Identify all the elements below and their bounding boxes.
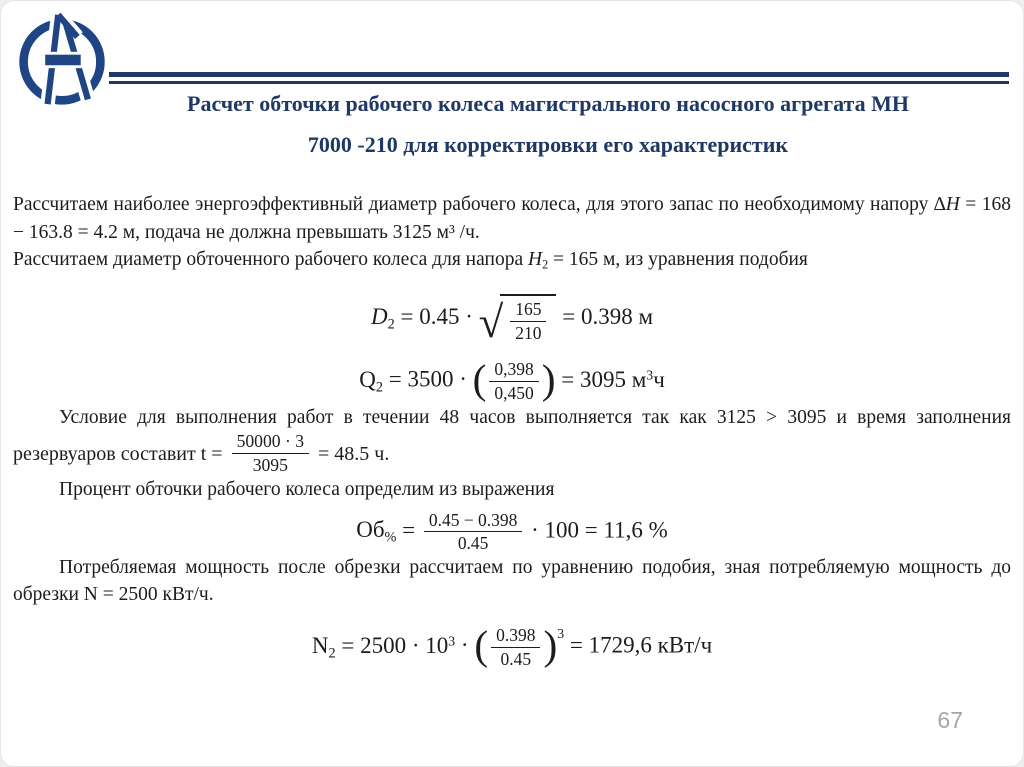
fraction-denominator: 0.45: [457, 533, 489, 554]
formula-n2-lhs: N2: [311, 632, 336, 661]
ten-cubed-sup: 3: [448, 633, 456, 648]
formula-n2-mid: = 2500 · 103: [341, 632, 456, 658]
paragraph-power-after-trim: Потребляемая мощность после обрезки расс…: [13, 556, 1011, 606]
square-root: √ 165 210: [478, 294, 557, 347]
fraction-50000x3-3095: 50000 · 3 3095: [231, 431, 309, 476]
formula-trim-percent: Об% = 0.45 − 0.398 0.45 · 100 = 11,6 %: [13, 510, 1011, 554]
fraction-denominator: 3095: [252, 455, 288, 476]
fraction-denominator: 0.45: [500, 648, 532, 669]
formula-n2-result: = 1729,6 кВт/ч: [569, 632, 713, 658]
time-fill-formula-line: резервуаров составит t = 50000 · 3 3095 …: [13, 431, 1011, 476]
fraction-numerator: 50000 · 3: [231, 431, 309, 455]
head-variable-H2-sub: 2: [542, 258, 549, 272]
head-variable-H2: H: [527, 249, 543, 271]
p2-text-tail: = 165 м, из уравнения подобия: [548, 249, 808, 271]
cubic-meter-sup: 3: [646, 367, 654, 383]
t-formula-lead: резервуаров составит t =: [13, 442, 223, 465]
formula-q2-result: = 3095 м3ч: [561, 366, 665, 392]
formula-n2-lhs-sub: 2: [328, 644, 336, 661]
fraction-denominator: 210: [515, 322, 542, 343]
slide-title-line1: Расчет обточки рабочего колеса магистрал…: [187, 91, 909, 116]
open-paren: (: [474, 621, 489, 668]
open-paren: (: [472, 356, 487, 403]
formula-n2-power: N2 = 2500 · 103 · ( 0.398 0.45 )3 = 1729…: [13, 621, 1011, 669]
p1-text: Рассчитаем наиболее энергоэффективный ди…: [13, 194, 934, 215]
fraction-denominator: 0,450: [494, 383, 534, 404]
page-number: 67: [937, 707, 963, 733]
formula-n2-dot: ·: [460, 632, 469, 658]
formula-q2-lhs: Q2: [359, 366, 383, 396]
radical-sign: √: [478, 296, 504, 347]
formula-q2-lhs-sub: 2: [375, 379, 383, 396]
fraction-0398-045: 0.398 0.45: [491, 625, 541, 669]
fraction-165-210: 165 210: [510, 299, 547, 343]
slide-title: Расчет обточки рабочего колеса магистрал…: [89, 91, 1007, 159]
close-paren: ): [543, 621, 558, 668]
paragraph-48h-condition: Условие для выполнения работ в течении 4…: [59, 406, 1011, 428]
header-rule-thick: [109, 72, 1009, 77]
paragraph-trim-percent-intro: Процент обточки рабочего колеса определи…: [59, 478, 555, 500]
p2-text: Рассчитаем диаметр обточенного рабочего …: [13, 249, 528, 271]
formula-d2-lhs-sub: 2: [387, 316, 395, 333]
slide-body: Рассчитаем наиболее энергоэффективный ди…: [13, 191, 1011, 669]
slide-title-line2: 7000 -210 для корректировки его характер…: [307, 132, 789, 158]
close-paren: ): [541, 356, 556, 403]
fraction-numerator: 0.398: [491, 625, 541, 648]
head-variable-H: H: [945, 194, 960, 215]
p1-text-tail: = 168 − 163.8 = 4.2 м, подача не должна …: [13, 194, 1012, 243]
fraction-numerator: 0,398: [489, 359, 539, 383]
formula-d2-lhs: D2: [371, 304, 395, 333]
formula-q2-mid: = 3500 ·: [388, 366, 467, 392]
formula-ob-lhs: Об%: [356, 516, 397, 546]
formula-d2-mid: = 0.45 ·: [400, 304, 473, 330]
delta-symbol: ∆: [933, 194, 946, 215]
paragraph-trimmed-diameter: Рассчитаем диаметр обточенного рабочего …: [13, 246, 1011, 274]
formula-ob-result: · 100 = 11,6 %: [531, 516, 668, 542]
header-rule-thin: [109, 81, 1009, 84]
radicand: 165 210: [500, 294, 557, 343]
fraction-numerator: 0.45 − 0.398: [423, 510, 523, 533]
fraction-0398-0450: 0,398 0,450: [489, 359, 539, 404]
t-formula-result: = 48.5 ч.: [318, 442, 390, 465]
formula-ob-eq: =: [402, 516, 416, 542]
fraction-numerator: 165: [510, 299, 547, 322]
paragraph-energy-efficient-diameter: Рассчитаем наиболее энергоэффективный ди…: [13, 191, 1011, 246]
formula-ob-lhs-sub: %: [384, 529, 397, 546]
formula-d2-diameter: D2 = 0.45 · √ 165 210 = 0.398 м: [13, 294, 1011, 347]
formula-d2-result: = 0.398 м: [562, 304, 653, 330]
university-derrick-logo-icon: [19, 10, 105, 105]
cube-exponent: 3: [557, 626, 565, 642]
fraction-diameter-delta: 0.45 − 0.398 0.45: [423, 510, 523, 554]
formula-q2-flow: Q2 = 3500 · ( 0,398 0,450 ) = 3095 м3ч: [13, 356, 1011, 404]
